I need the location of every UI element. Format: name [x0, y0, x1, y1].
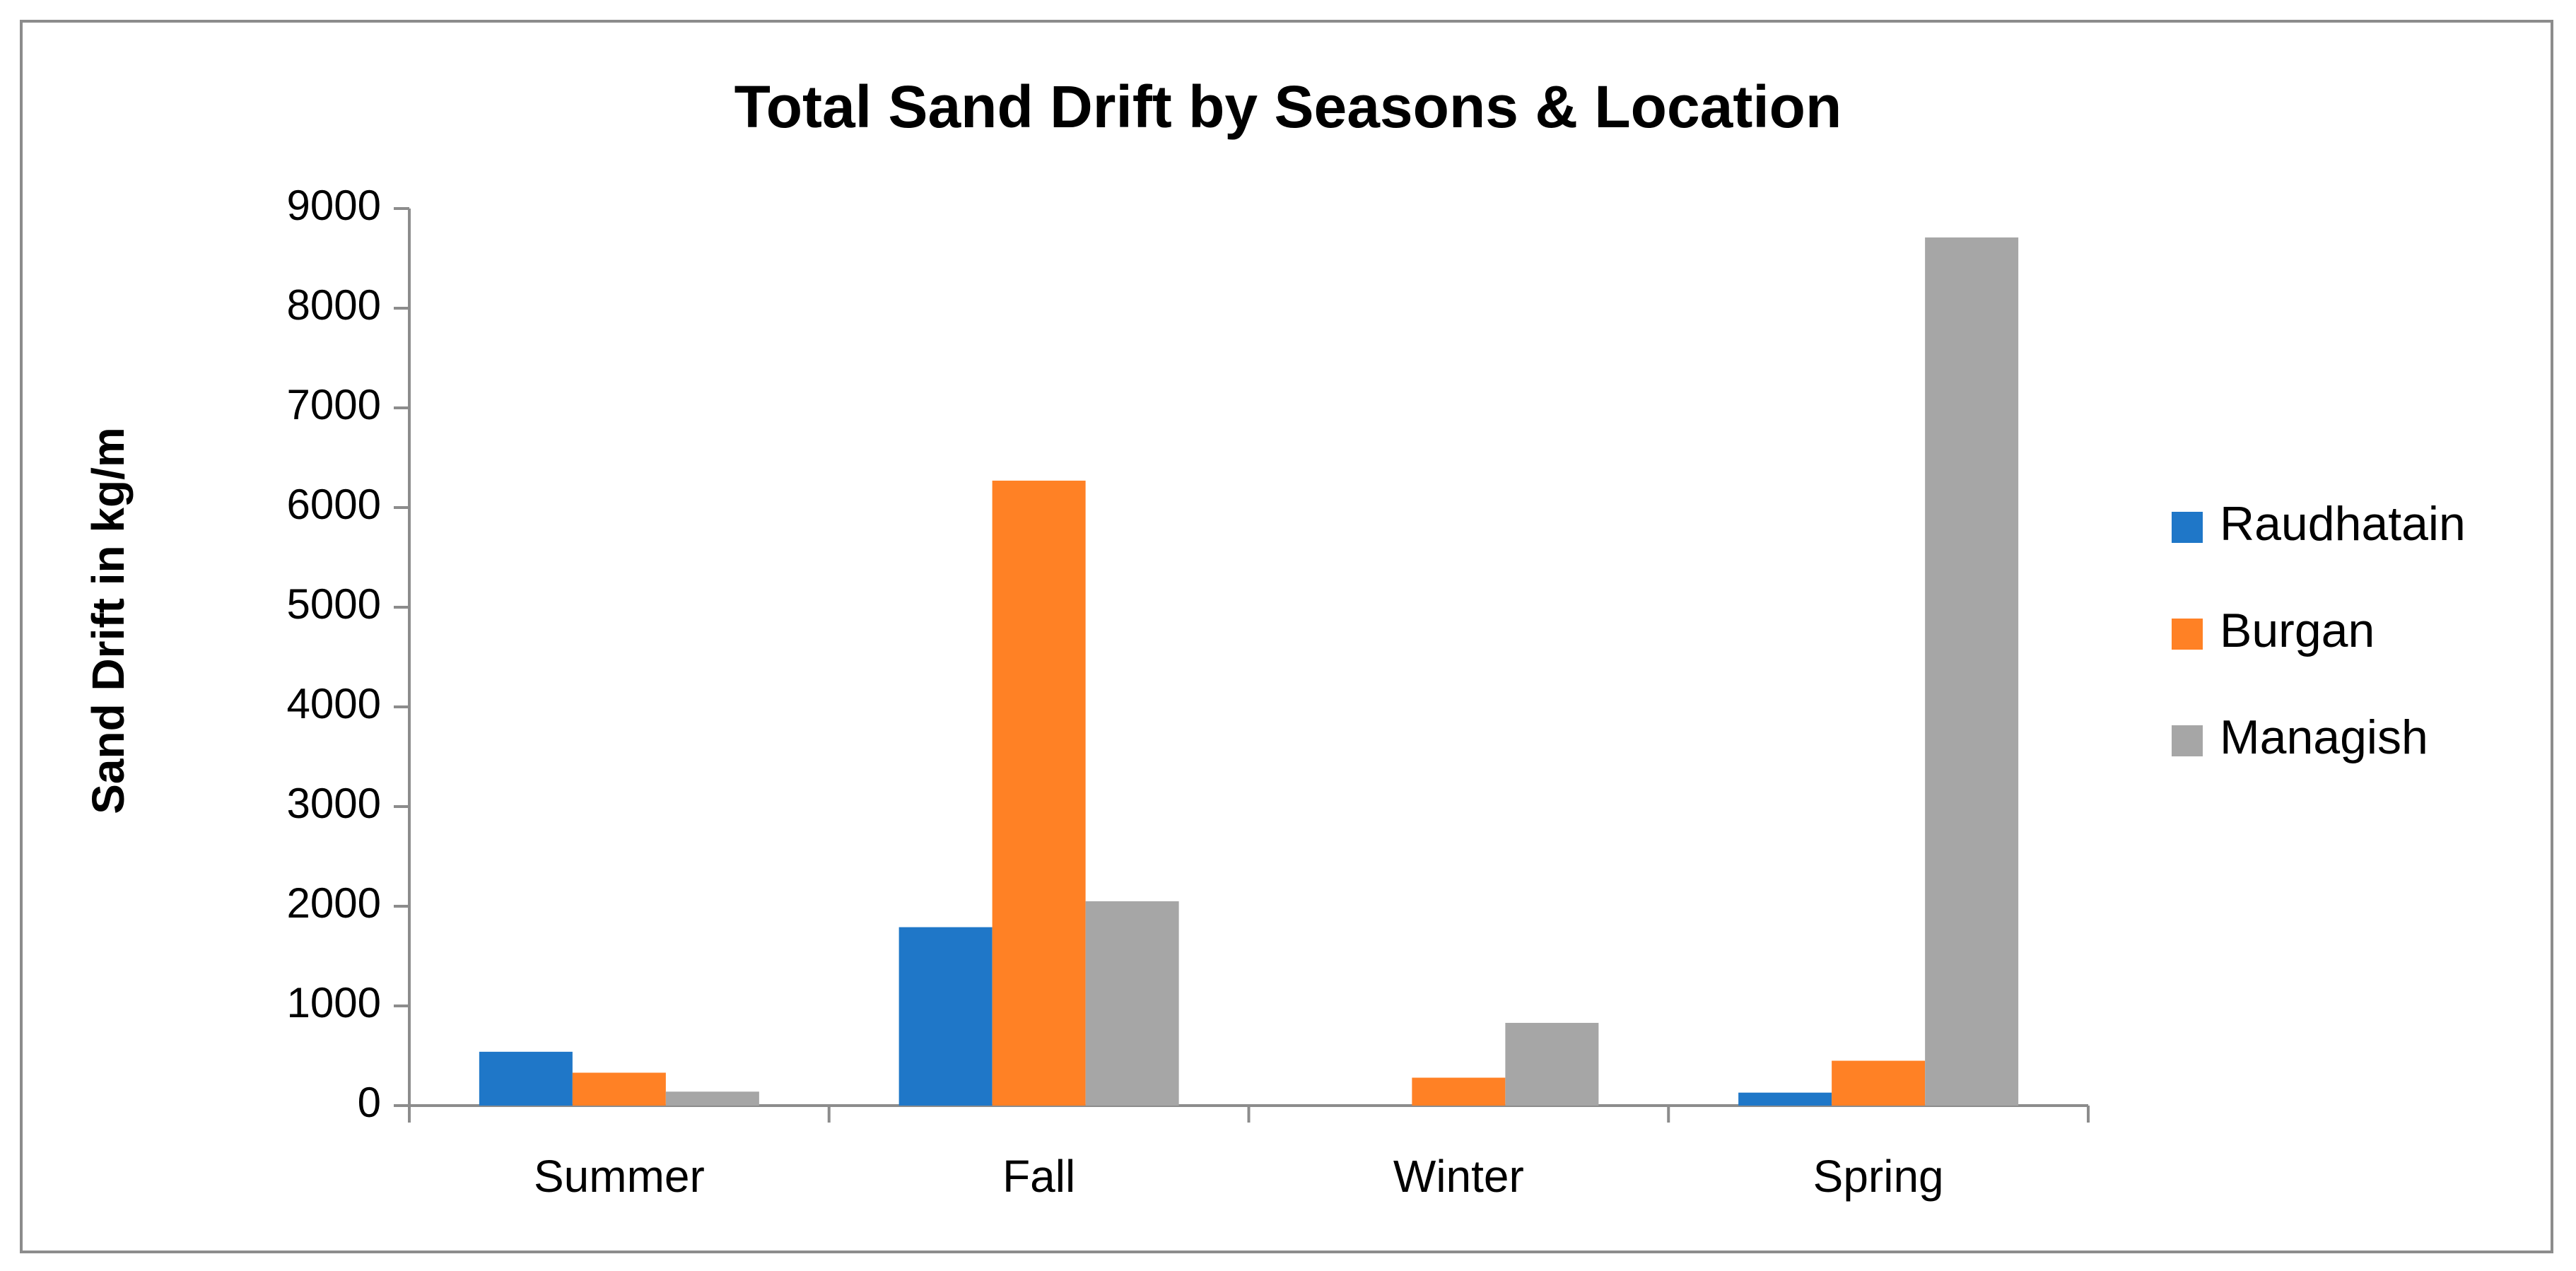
legend-swatch	[2172, 512, 2203, 543]
legend-label: Managish	[2220, 710, 2428, 764]
bar	[1505, 1022, 1599, 1106]
y-tick-label: 0	[358, 1079, 381, 1126]
y-tick-label: 8000	[287, 281, 381, 329]
y-tick-label: 5000	[287, 580, 381, 628]
bar	[572, 1072, 666, 1106]
chart-title: Total Sand Drift by Seasons & Location	[734, 74, 1842, 140]
bar	[665, 1091, 759, 1106]
y-tick-label: 2000	[287, 879, 381, 927]
bar	[1738, 1092, 1832, 1106]
bar	[479, 1051, 573, 1106]
bar	[1925, 237, 2019, 1106]
legend-swatch	[2172, 725, 2203, 756]
y-tick-label: 7000	[287, 381, 381, 428]
legend-label: Burgan	[2220, 604, 2375, 657]
legend-swatch	[2172, 619, 2203, 650]
y-axis-label: Sand Drift in kg/m	[83, 427, 134, 814]
bar	[1832, 1060, 1926, 1106]
y-tick-label: 1000	[287, 979, 381, 1026]
x-tick-label: Winter	[1393, 1151, 1524, 1202]
bar	[898, 927, 993, 1106]
x-tick-label: Summer	[534, 1151, 705, 1202]
chart-border	[20, 20, 2553, 1253]
bar	[1085, 901, 1179, 1106]
y-tick-label: 9000	[287, 182, 381, 229]
legend-label: Raudhatain	[2220, 497, 2466, 551]
y-tick-label: 6000	[287, 481, 381, 528]
bar	[992, 480, 1086, 1106]
bar	[1412, 1077, 1506, 1106]
y-tick-label: 4000	[287, 680, 381, 727]
y-tick-label: 3000	[287, 780, 381, 827]
x-tick-label: Spring	[1813, 1151, 1944, 1202]
x-tick-label: Fall	[1002, 1151, 1075, 1202]
